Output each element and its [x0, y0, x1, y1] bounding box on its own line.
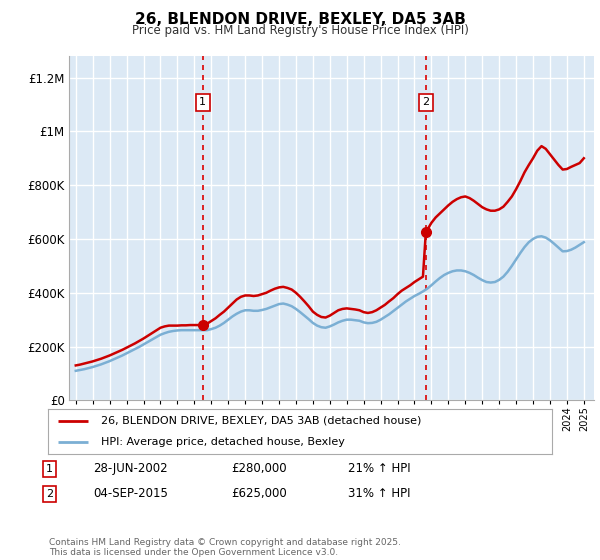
Text: 1: 1 — [199, 97, 206, 108]
Text: 2: 2 — [422, 97, 430, 108]
Text: 31% ↑ HPI: 31% ↑ HPI — [348, 487, 410, 501]
Text: Price paid vs. HM Land Registry's House Price Index (HPI): Price paid vs. HM Land Registry's House … — [131, 24, 469, 37]
Text: 04-SEP-2015: 04-SEP-2015 — [93, 487, 168, 501]
Text: 21% ↑ HPI: 21% ↑ HPI — [348, 462, 410, 475]
Text: 1: 1 — [46, 464, 53, 474]
Text: HPI: Average price, detached house, Bexley: HPI: Average price, detached house, Bexl… — [101, 436, 345, 446]
Text: 2: 2 — [46, 489, 53, 499]
Text: £280,000: £280,000 — [231, 462, 287, 475]
Text: 28-JUN-2002: 28-JUN-2002 — [93, 462, 167, 475]
Text: £625,000: £625,000 — [231, 487, 287, 501]
Text: 26, BLENDON DRIVE, BEXLEY, DA5 3AB (detached house): 26, BLENDON DRIVE, BEXLEY, DA5 3AB (deta… — [101, 416, 421, 426]
Text: 26, BLENDON DRIVE, BEXLEY, DA5 3AB: 26, BLENDON DRIVE, BEXLEY, DA5 3AB — [134, 12, 466, 27]
Text: Contains HM Land Registry data © Crown copyright and database right 2025.
This d: Contains HM Land Registry data © Crown c… — [49, 538, 401, 557]
